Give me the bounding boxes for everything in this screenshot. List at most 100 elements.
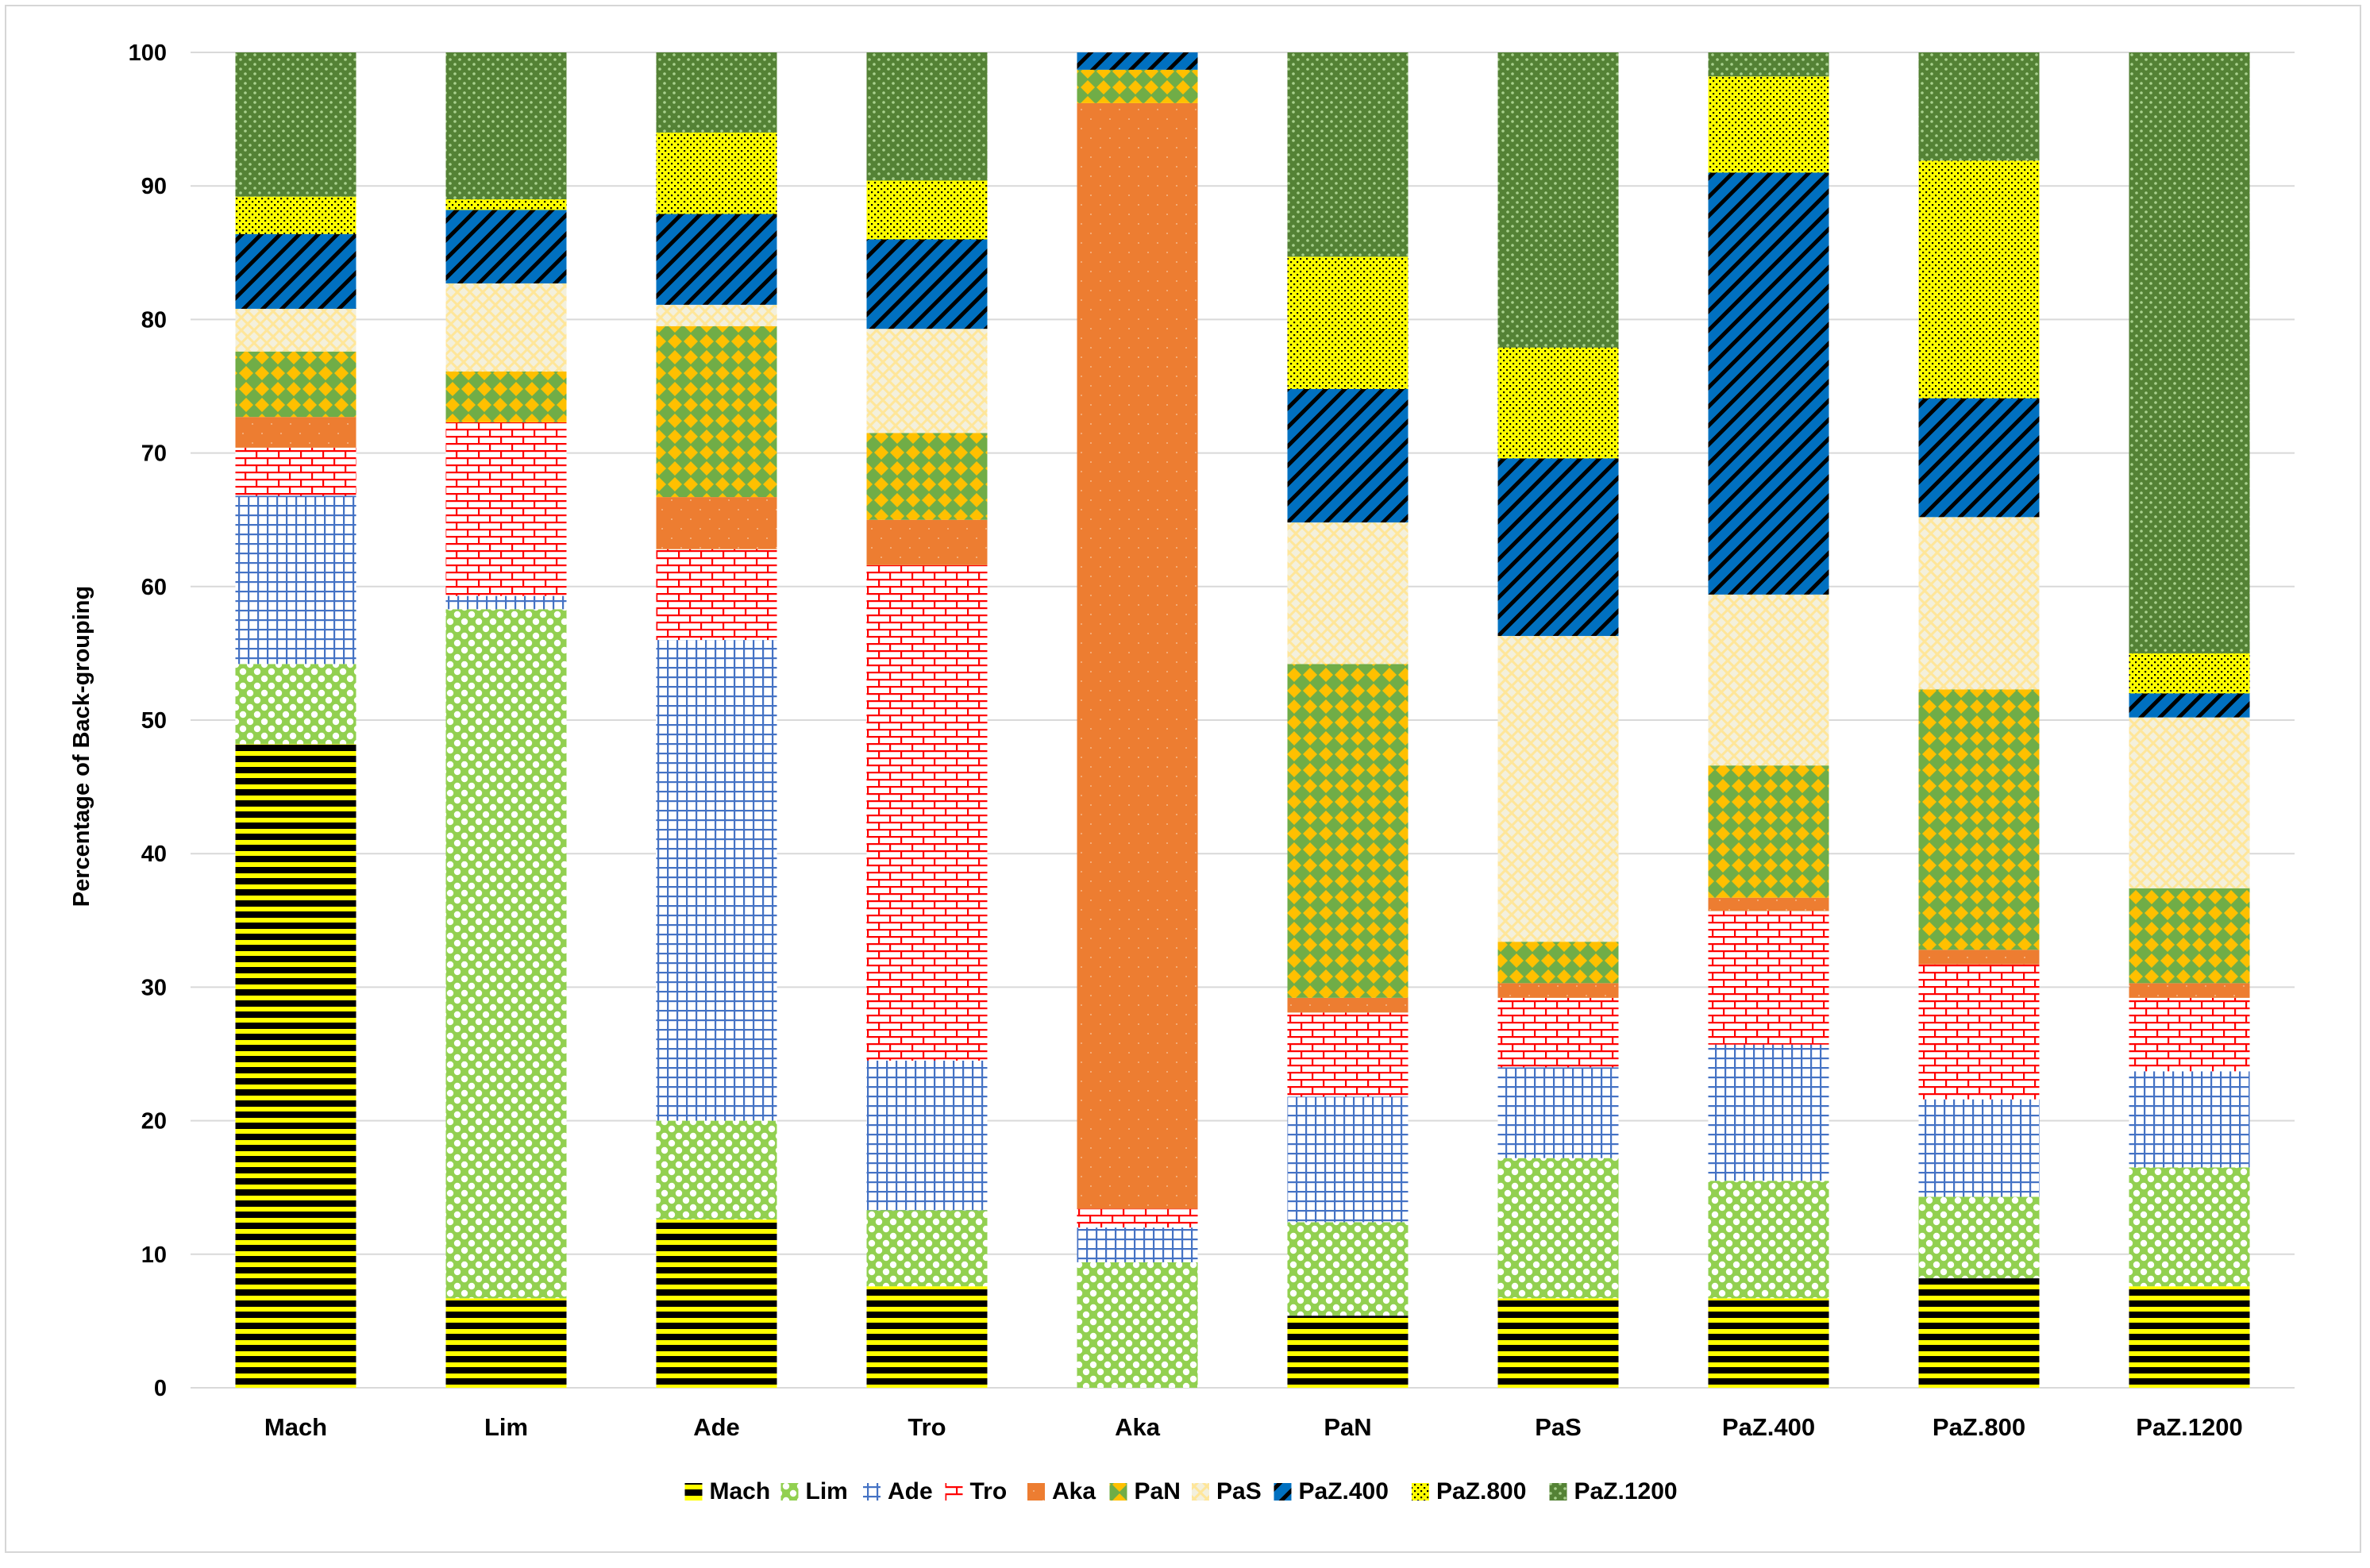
bar-segment-ade (1708, 1044, 1829, 1181)
bar-segment-ade (235, 495, 356, 665)
legend-item-ade: Ade (863, 1478, 933, 1504)
legend-label: PaZ.400 (1299, 1478, 1389, 1504)
bar-segment-mach (1918, 1278, 2040, 1388)
bar-segment-lim (866, 1210, 988, 1287)
bar-segment-tro (235, 447, 356, 496)
legend-label: PaZ.1200 (1574, 1478, 1678, 1504)
bar-segment-pan (656, 326, 777, 498)
bar-segment-ade (445, 595, 567, 610)
bar-segment-aka (2129, 983, 2250, 998)
y-tick-label: 0 (154, 1376, 167, 1401)
bar-segment-pas (2129, 717, 2250, 888)
x-tick-label: PaZ.800 (1933, 1413, 2025, 1441)
bar-segment-paz-400 (866, 239, 988, 329)
bar-segment-tro (2129, 997, 2250, 1072)
bar-segment-lim (1287, 1222, 1409, 1316)
bar-stack-pan (1287, 52, 1409, 1388)
bar-segment-paz-800 (235, 196, 356, 234)
bar-segment-aka (656, 497, 777, 549)
bar-segment-aka (866, 519, 988, 565)
bar-stack-paz-800 (1918, 52, 2040, 1388)
bar-segment-aka (1708, 897, 1829, 911)
legend-label: Ade (888, 1478, 933, 1504)
legend-label: Lim (806, 1478, 848, 1504)
legend-swatch (1412, 1483, 1429, 1501)
bar-segment-tro (1708, 911, 1829, 1045)
bar-segment-paz-400 (445, 210, 567, 283)
x-axis-ticks: Mach Lim Ade Tro Aka PaN PaS PaZ.400 PaZ.800 PaZ.… (264, 1413, 2243, 1441)
bar-segment-paz-1200 (656, 52, 777, 133)
y-tick-label: 50 (141, 708, 167, 734)
bar-segment-ade (1497, 1067, 1619, 1158)
bar-stack-pas (1497, 52, 1619, 1388)
bar-stack-mach (235, 52, 356, 1388)
bar-segment-lim (2129, 1167, 2250, 1287)
bar-stack-lim (445, 52, 567, 1388)
bar-segment-ade (1918, 1099, 2040, 1197)
bar-segment-aka (1497, 983, 1619, 998)
legend-item-paz-800: PaZ.800 (1412, 1478, 1526, 1504)
bar-segment-lim (1918, 1196, 2040, 1279)
bar-segment-paz-400 (656, 214, 777, 305)
legend-item-pan: PaN (1109, 1478, 1181, 1504)
legend-item-mach: Mach (684, 1478, 770, 1504)
bar-segment-paz-400 (1077, 52, 1198, 70)
legend-swatch (1109, 1483, 1127, 1501)
legend-item-aka: Aka (1027, 1478, 1096, 1504)
y-tick-label: 10 (141, 1242, 167, 1268)
bar-segment-paz-800 (1708, 76, 1829, 173)
bar-segment-pan (1918, 689, 2040, 950)
x-tick-label: PaN (1324, 1413, 1371, 1441)
bar-segment-paz-800 (866, 180, 988, 240)
bar-segment-pan (235, 351, 356, 418)
bar-stack-ade (656, 52, 777, 1388)
bar-segment-paz-1200 (445, 52, 567, 200)
x-tick-label: Aka (1115, 1413, 1161, 1441)
bar-segment-tro (1497, 997, 1619, 1068)
bar-segment-paz-1200 (1708, 52, 1829, 77)
bar-segment-tro (656, 549, 777, 641)
bar-segment-paz-800 (445, 199, 567, 210)
y-tick-label: 80 (141, 307, 167, 333)
bar-segment-pas (445, 283, 567, 372)
y-axis-label: Percentage of Back-grouping (69, 586, 94, 907)
bars (235, 52, 2250, 1388)
bar-segment-pan (1287, 664, 1409, 998)
bar-segment-pas (1708, 594, 1829, 766)
legend-swatch (945, 1483, 963, 1501)
bar-segment-mach (1287, 1316, 1409, 1388)
legend-label: PaN (1135, 1478, 1181, 1504)
y-tick-label: 40 (141, 842, 167, 867)
bar-segment-paz-1200 (1918, 52, 2040, 161)
legend: Mach Lim Ade Tro Aka PaN PaS PaZ.400 PaZ.800 PaZ.… (684, 1478, 1678, 1504)
bar-segment-lim (1497, 1158, 1619, 1299)
bar-segment-lim (656, 1120, 777, 1220)
y-tick-label: 70 (141, 441, 167, 467)
legend-label: Tro (970, 1478, 1008, 1504)
bar-segment-mach (235, 744, 356, 1388)
bar-segment-mach (1497, 1298, 1619, 1388)
bar-segment-pan (1077, 69, 1198, 103)
bar-segment-ade (656, 640, 777, 1121)
legend-swatch (1027, 1483, 1045, 1501)
bar-stack-tro (866, 52, 988, 1388)
bar-segment-mach (656, 1219, 777, 1388)
bar-segment-pas (235, 308, 356, 352)
y-tick-label: 60 (141, 575, 167, 600)
bar-segment-aka (1077, 102, 1198, 1209)
legend-swatch (780, 1483, 799, 1501)
bar-segment-tro (866, 564, 988, 1061)
legend-swatch (684, 1483, 703, 1501)
x-tick-label: Tro (908, 1413, 946, 1441)
bar-segment-ade (1077, 1227, 1198, 1262)
x-tick-label: Lim (484, 1413, 528, 1441)
x-tick-label: Mach (264, 1413, 327, 1441)
bar-segment-pan (1497, 942, 1619, 984)
y-tick-label: 20 (141, 1109, 167, 1135)
bar-stack-paz-400 (1708, 52, 1829, 1388)
x-tick-label: PaZ.400 (1722, 1413, 1815, 1441)
legend-label: PaZ.800 (1436, 1478, 1526, 1504)
legend-label: PaS (1216, 1478, 1262, 1504)
legend-item-lim: Lim (780, 1478, 848, 1504)
bar-segment-pas (1497, 636, 1619, 942)
